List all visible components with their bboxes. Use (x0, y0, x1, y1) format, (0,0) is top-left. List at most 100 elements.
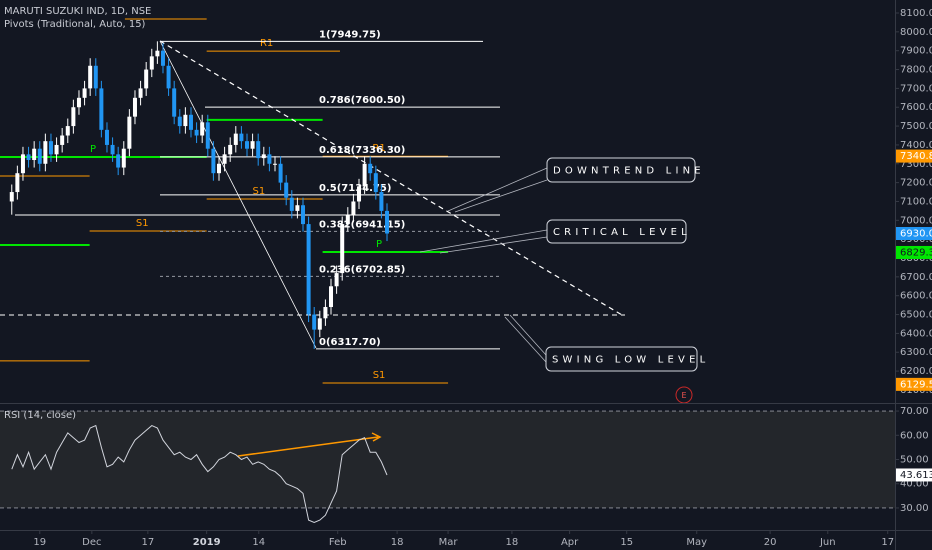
x-tick-label: 19 (33, 537, 46, 548)
candle-body (256, 141, 261, 159)
candle-body (76, 97, 81, 108)
x-tick-label: 14 (252, 537, 265, 548)
x-tick-label: Apr (561, 537, 579, 548)
x-tick-label: 15 (620, 537, 633, 548)
candle-body (54, 144, 59, 155)
x-tick-label: 18 (391, 537, 404, 548)
candle-body (362, 163, 367, 187)
pivot-label: R1 (260, 38, 273, 49)
event-marker-text: E (681, 391, 686, 400)
annotation-text: CRITICAL LEVEL (553, 227, 691, 238)
pivot-label: S1 (136, 218, 149, 229)
candle-body (244, 141, 249, 149)
candle-body (228, 144, 233, 155)
rsi-line (11, 424, 388, 524)
candle-body (26, 154, 31, 161)
price-marker (896, 377, 932, 391)
rsi-marker (896, 468, 932, 482)
price-marker-label: 6930.05 (900, 229, 932, 240)
x-tick-label: 18 (506, 537, 519, 548)
candle-body (82, 88, 87, 98)
annotation-box (545, 346, 698, 372)
y-tick-label: 60.00 (900, 430, 929, 441)
annotation-box (546, 157, 696, 183)
y-tick-label: 70.00 (900, 406, 929, 417)
fib-label: 0(6317.70) (319, 337, 381, 348)
rsi-title: RSI (14, close) (4, 410, 76, 421)
fib-label: 0.382(6941.15) (319, 219, 405, 230)
y-tick-label: 7800.00 (900, 65, 932, 76)
y-tick-label: 6700.00 (900, 272, 932, 283)
candle-body (177, 116, 182, 127)
candle-body (43, 141, 48, 164)
candle-body (121, 148, 126, 168)
candle-body (278, 163, 283, 183)
leader-line (439, 236, 548, 254)
candle-body (323, 307, 328, 319)
leader-line (447, 167, 548, 212)
candle-body (306, 224, 311, 315)
annotation-text: DOWNTREND LINE (553, 166, 705, 177)
indicator-title: Pivots (Traditional, Auto, 15) (4, 19, 146, 30)
candle-body (127, 116, 132, 149)
fib-label: 0.618(7336.30) (319, 145, 405, 156)
candle-body (183, 114, 188, 127)
candle-body (172, 88, 177, 117)
y-tick-label: 6500.00 (900, 310, 932, 321)
rsi-band (0, 411, 895, 508)
pivot-label: R1 (372, 143, 385, 154)
candle-body (261, 154, 266, 159)
y-tick-label: 6600.00 (900, 291, 932, 302)
leader-line (509, 314, 547, 356)
candle-body (200, 122, 205, 136)
price-marker (896, 227, 932, 241)
price-marker-label: 7340.85 (900, 151, 932, 162)
axis-layer: 6100.006200.006300.006400.006500.006600.… (33, 8, 932, 548)
x-tick-label: 20 (764, 537, 777, 548)
candle-body (116, 154, 121, 168)
candle-body (267, 154, 272, 164)
annotation-box (546, 219, 687, 244)
candle-body (138, 88, 143, 98)
y-tick-label: 8000.00 (900, 27, 932, 38)
candle-body (149, 56, 154, 70)
candle-body (334, 273, 339, 287)
candle-body (32, 148, 37, 161)
arrow-head (371, 432, 382, 442)
candle-body (99, 88, 104, 130)
x-tick-label: May (686, 537, 707, 548)
candle-body (60, 135, 65, 145)
candle-body (93, 65, 98, 89)
leader-line (419, 229, 548, 253)
candle-body (351, 201, 356, 215)
candle-body (9, 192, 14, 202)
x-tick-label: Feb (329, 537, 347, 548)
y-tick-label: 7300.00 (900, 159, 932, 170)
fib-label: 0.5(7134.75) (319, 183, 391, 194)
y-tick-label: 7500.00 (900, 121, 932, 132)
candle-body (160, 50, 165, 66)
candle-body (37, 148, 42, 164)
pivot-label: S1 (373, 370, 386, 381)
y-tick-label: 7400.00 (900, 140, 932, 151)
candle-body (250, 141, 255, 149)
price-marker (896, 149, 932, 163)
candle-body (71, 107, 76, 127)
candle-body (312, 314, 317, 330)
candle-body (272, 163, 277, 165)
candle-body (345, 214, 350, 225)
candle-body (48, 141, 53, 155)
x-tick-label: 17 (141, 537, 154, 548)
candle-body (368, 163, 373, 174)
price-marker (896, 245, 932, 259)
candle-body (385, 210, 390, 234)
y-tick-label: 40.00 (900, 479, 929, 490)
y-tick-label: 7200.00 (900, 178, 932, 189)
x-tick-label: 17 (881, 537, 894, 548)
candle-body (104, 129, 109, 145)
annotation-text: SWING LOW LEVEL (552, 355, 709, 366)
y-tick-label: 6400.00 (900, 328, 932, 339)
x-tick-label: Mar (439, 537, 459, 548)
